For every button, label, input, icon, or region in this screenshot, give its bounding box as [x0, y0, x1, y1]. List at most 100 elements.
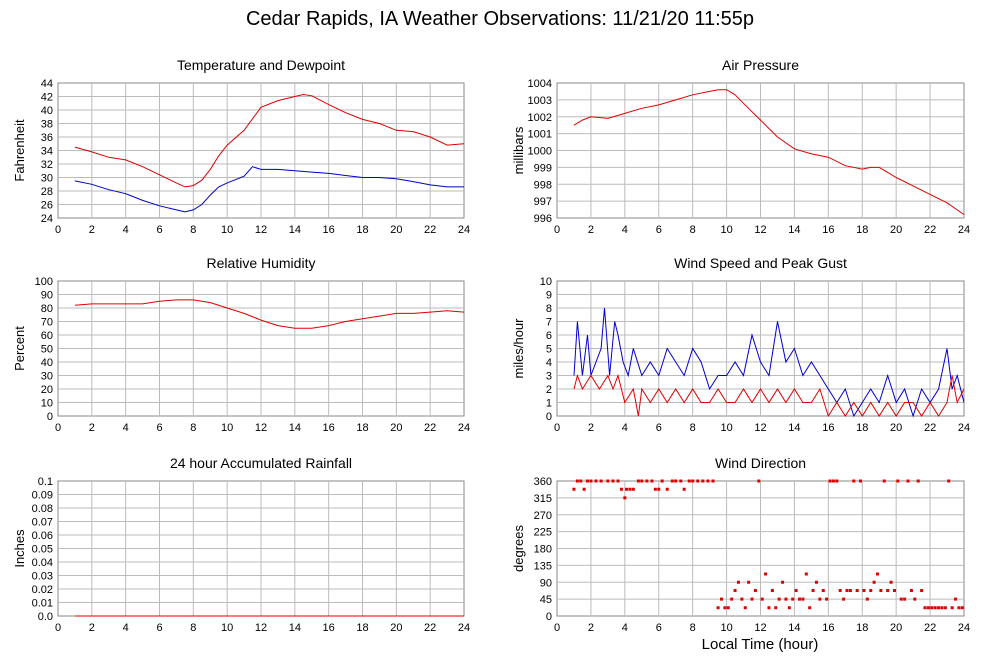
y-tick-label: 60 — [41, 330, 53, 342]
y-tick-label: 1000 — [528, 146, 552, 158]
data-point — [589, 479, 593, 483]
data-point — [625, 487, 629, 491]
data-point — [818, 597, 822, 601]
data-point — [842, 597, 846, 601]
y-tick-label: 32 — [41, 159, 53, 171]
y-tick-label: 10 — [540, 276, 552, 288]
y-tick-label: 2 — [546, 384, 552, 396]
x-tick-label: 0 — [55, 422, 61, 434]
chart-title: Wind Speed and Peak Gust — [674, 255, 847, 271]
x-tick-label: 4 — [622, 422, 628, 434]
data-point — [674, 479, 678, 483]
data-point — [923, 606, 927, 610]
data-point — [784, 597, 788, 601]
data-point — [930, 606, 934, 610]
x-tick-label: 24 — [458, 622, 470, 634]
data-point — [926, 606, 930, 610]
y-tick-label: 40 — [41, 357, 53, 369]
data-point — [723, 606, 727, 610]
data-point — [950, 606, 954, 610]
x-tick-label: 8 — [190, 224, 196, 236]
data-point — [650, 479, 654, 483]
y-tick-label: 1 — [546, 398, 552, 410]
x-tick-label: 2 — [89, 422, 95, 434]
data-point — [679, 479, 683, 483]
x-tick-label: 10 — [221, 422, 233, 434]
data-point — [764, 572, 768, 576]
x-tick-label: 6 — [656, 422, 662, 434]
data-point — [572, 487, 576, 491]
x-tick-label: 20 — [890, 224, 902, 236]
data-point — [701, 479, 705, 483]
y-tick-label: 270 — [534, 510, 552, 522]
y-tick-label: 80 — [41, 303, 53, 315]
x-tick-label: 6 — [656, 622, 662, 634]
series-line-red — [74, 299, 465, 329]
x-tick-label: 18 — [856, 224, 868, 236]
data-point — [716, 606, 720, 610]
data-point — [582, 487, 586, 491]
y-tick-label: 8 — [546, 303, 552, 315]
data-point — [937, 606, 941, 610]
data-point — [774, 606, 778, 610]
data-point — [660, 479, 664, 483]
y-tick-label: 0 — [546, 611, 552, 623]
y-tick-label: 6 — [546, 330, 552, 342]
y-tick-label: 30 — [41, 173, 53, 185]
x-tick-label: 22 — [924, 622, 936, 634]
data-point — [896, 479, 900, 483]
page-title: Cedar Rapids, IA Weather Observations: 1… — [245, 8, 755, 30]
x-tick-label: 18 — [356, 422, 368, 434]
x-tick-label: 14 — [788, 422, 800, 434]
x-tick-label: 12 — [255, 622, 267, 634]
y-tick-label: 0.04 — [32, 557, 53, 569]
chart-rainfall: 24 hour Accumulated RainfallInches0.00.0… — [12, 455, 470, 634]
x-tick-label: 4 — [123, 622, 129, 634]
data-point — [636, 479, 640, 483]
data-point — [892, 589, 896, 592]
y-tick-label: 26 — [41, 200, 53, 212]
x-tick-label: 18 — [356, 224, 368, 236]
y-tick-label: 50 — [41, 344, 53, 356]
x-tick-label: 24 — [458, 422, 470, 434]
data-point — [876, 572, 880, 576]
x-tick-label: 14 — [788, 224, 800, 236]
x-tick-label: 2 — [588, 422, 594, 434]
data-point — [743, 606, 747, 610]
y-tick-label: 315 — [534, 493, 552, 505]
x-tick-label: 14 — [788, 622, 800, 634]
x-tick-label: 8 — [690, 622, 696, 634]
data-point — [869, 589, 873, 592]
x-axis-title: Local Time (hour) — [701, 636, 819, 653]
x-tick-label: 0 — [55, 224, 61, 236]
y-axis-label: degrees — [511, 525, 526, 572]
x-tick-label: 24 — [958, 224, 970, 236]
x-tick-label: 22 — [424, 622, 436, 634]
y-tick-label: 0 — [47, 411, 53, 423]
chart-title: Air Pressure — [722, 57, 799, 73]
y-tick-label: 44 — [41, 78, 53, 90]
y-tick-label: 90 — [540, 577, 552, 589]
x-tick-label: 16 — [822, 224, 834, 236]
series-line-red — [573, 89, 965, 216]
y-tick-label: 998 — [534, 179, 552, 191]
data-point — [767, 606, 771, 610]
data-point — [835, 479, 839, 483]
y-tick-label: 1002 — [528, 112, 552, 124]
y-tick-label: 0 — [546, 411, 552, 423]
data-point — [825, 597, 829, 601]
data-point — [804, 572, 808, 576]
x-tick-label: 6 — [156, 224, 162, 236]
y-tick-label: 0.01 — [32, 598, 53, 610]
data-point — [757, 479, 761, 483]
y-tick-label: 20 — [41, 384, 53, 396]
data-point — [940, 606, 944, 610]
x-tick-label: 8 — [690, 422, 696, 434]
data-point — [706, 479, 710, 483]
data-point — [947, 479, 951, 483]
x-tick-label: 18 — [856, 422, 868, 434]
data-point — [828, 479, 832, 483]
y-tick-label: 0.09 — [32, 490, 53, 502]
y-axis-label: millibars — [511, 126, 526, 174]
data-point — [653, 487, 657, 491]
